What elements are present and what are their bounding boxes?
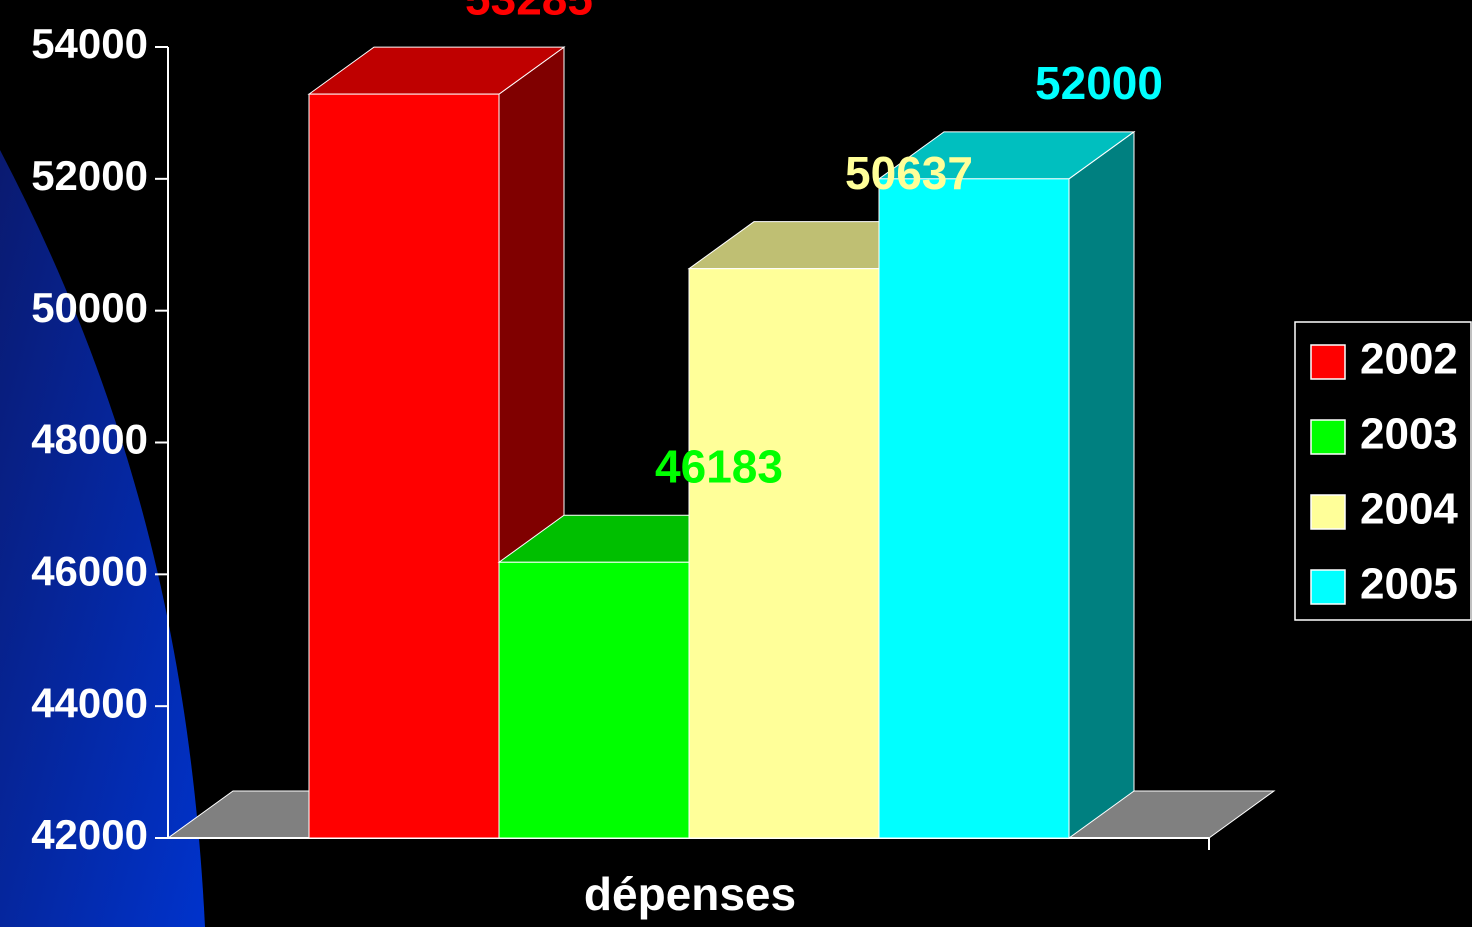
bar-side xyxy=(1068,130,1135,839)
x-axis-label: dépenses xyxy=(584,868,796,920)
legend-swatch xyxy=(1310,344,1346,380)
background-arc xyxy=(0,150,205,927)
value-label: 50637 xyxy=(845,147,973,199)
legend-swatch xyxy=(1310,494,1346,530)
bar xyxy=(308,93,500,839)
legend-label: 2003 xyxy=(1360,410,1458,459)
value-label: 52000 xyxy=(1035,57,1163,109)
bar xyxy=(498,561,690,839)
y-tick-label: 50000 xyxy=(31,284,148,331)
y-tick-label: 48000 xyxy=(31,416,148,463)
value-label: 46183 xyxy=(655,440,783,492)
bar xyxy=(878,178,1070,839)
y-tick-label: 46000 xyxy=(31,547,148,594)
y-tick-label: 44000 xyxy=(31,679,148,726)
legend-label: 2004 xyxy=(1360,485,1458,534)
y-tick-label: 42000 xyxy=(31,811,148,858)
legend-label: 2002 xyxy=(1360,335,1458,384)
legend-label: 2005 xyxy=(1360,560,1458,609)
y-tick-label: 52000 xyxy=(31,152,148,199)
bar xyxy=(688,268,880,839)
legend-swatch xyxy=(1310,419,1346,455)
legend-swatch xyxy=(1310,569,1346,605)
value-label: 53285 xyxy=(465,0,593,24)
y-tick-label: 54000 xyxy=(31,20,148,67)
